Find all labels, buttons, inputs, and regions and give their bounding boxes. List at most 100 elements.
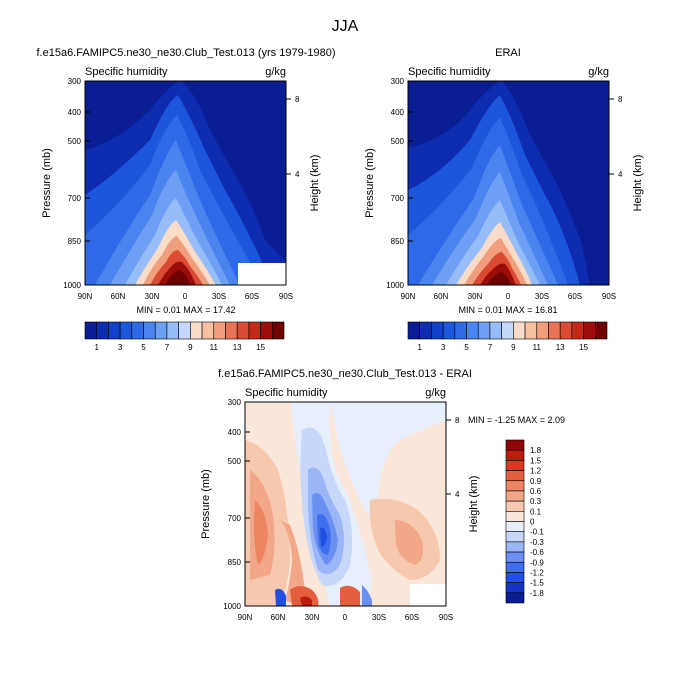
colorbar-label: 3 [118, 343, 123, 352]
colorbar-swatch [419, 321, 432, 340]
colorbar: 1 3 5 7 9 11 13 15 [84, 321, 285, 352]
colorbar-label: 1.2 [530, 467, 542, 476]
y-tick-label: 400 [391, 108, 405, 117]
colorbar-label: -0.1 [530, 528, 544, 537]
colorbar-swatch [501, 321, 514, 340]
x-tick-label: 60S [568, 292, 582, 301]
y-tick-label: 500 [68, 137, 82, 146]
colorbar-swatch [571, 321, 584, 340]
colorbar-swatch [505, 582, 525, 594]
colorbar-swatch [489, 321, 502, 340]
contour-level [300, 596, 312, 606]
colorbar-swatch [407, 321, 421, 340]
panel-title: f.e15a6.FAMIPC5.ne30_ne30.Club_Test.013 … [36, 47, 335, 59]
colorbar-label: 5 [464, 343, 469, 352]
height-tick-label: 4 [618, 170, 623, 179]
colorbar-label: 7 [165, 343, 170, 352]
colorbar-label: 1 [94, 343, 99, 352]
figure-title: JJA [332, 18, 359, 35]
colorbar-swatch [166, 321, 179, 340]
x-tick-label: 60N [434, 292, 449, 301]
colorbar-swatch [505, 439, 525, 451]
plot-frame [407, 80, 610, 286]
colorbar-swatch [477, 321, 491, 340]
colorbar-swatch [143, 321, 156, 340]
colorbar-swatch [466, 321, 479, 340]
colorbar-swatch [548, 321, 561, 340]
plot-frame [244, 401, 447, 607]
colorbar-swatch [505, 551, 525, 563]
contour-field [245, 402, 446, 606]
colorbar-label: -0.9 [530, 558, 544, 567]
colorbar-label: 0.3 [530, 497, 542, 506]
contour-level [275, 588, 286, 606]
colorbar-label: 15 [579, 343, 588, 352]
height-tick-label: 8 [295, 95, 300, 104]
colorbar-label: 0.6 [530, 487, 542, 496]
colorbar-swatch [154, 321, 168, 340]
colorbar-label: -1.8 [530, 589, 544, 598]
colorbar-swatch [442, 321, 456, 340]
colorbar-label: 9 [188, 343, 193, 352]
colorbar-label: 0 [530, 518, 535, 527]
x-tick-label: 60S [405, 613, 419, 622]
colorbar-label: -0.3 [530, 538, 544, 547]
missing-data-mask [410, 584, 446, 606]
missing-data-mask [238, 263, 286, 285]
variable-label: Specific humidity [85, 66, 168, 78]
y-tick-label: 300 [391, 77, 405, 86]
y-tick-label: 400 [228, 428, 242, 437]
colorbar-swatch [505, 592, 525, 604]
y-axis-title: Pressure (mb) [200, 469, 212, 539]
colorbar-swatch [119, 321, 133, 340]
colorbar-label: 0.1 [530, 507, 542, 516]
y-tick-label: 1000 [223, 602, 241, 611]
y-tick-label: 700 [68, 194, 82, 203]
colorbar-label: 9 [511, 343, 516, 352]
contour-level [362, 585, 372, 606]
units-label: g/kg [588, 66, 609, 78]
colorbar-swatch [505, 460, 525, 471]
y-tick-label: 850 [391, 237, 405, 246]
y-tick-label: 1000 [63, 281, 81, 290]
x-tick-label: 30N [145, 292, 160, 301]
colorbar-swatch [505, 541, 525, 553]
right-axis-ticks: 8 4 [446, 416, 460, 499]
contour-level [340, 585, 360, 606]
colorbar-swatch [524, 321, 538, 340]
x-axis-ticks: 90N 60N 30N 0 30S 60S 90S [238, 613, 453, 622]
colorbar-label: 1.8 [530, 446, 542, 455]
colorbar-swatch [236, 321, 250, 340]
colorbar-swatch [559, 321, 573, 340]
y-axis-title: Pressure (mb) [41, 148, 53, 218]
x-tick-label: 30S [212, 292, 226, 301]
right-axis-title: Height (km) [632, 155, 644, 212]
colorbar-swatch [505, 572, 525, 583]
x-axis-ticks: 90N 60N 30N 0 30S 60S 90S [78, 292, 293, 301]
contour-level [487, 272, 511, 285]
colorbar-swatch [505, 500, 525, 512]
colorbar-label: 0.9 [530, 477, 542, 486]
x-tick-label: 0 [183, 292, 188, 301]
colorbar-swatch [505, 470, 525, 482]
colorbar: 1.81.51.20.90.60.30.10-0.1-0.3-0.6-0.9-1… [505, 439, 544, 604]
colorbar-swatch [213, 321, 226, 340]
plot-frame [84, 80, 287, 286]
colorbar-swatch [431, 321, 444, 340]
y-axis-ticks: 300 400 500 700 850 1000 [223, 398, 250, 611]
y-tick-label: 850 [228, 558, 242, 567]
panel-difference: f.e15a6.FAMIPC5.ne30_ne30.Club_Test.013 … [200, 368, 565, 622]
colorbar: 1 3 5 7 9 11 13 15 [407, 321, 608, 352]
colorbar-swatch [505, 561, 525, 573]
colorbar-swatch [131, 321, 144, 340]
colorbar-label: 11 [533, 343, 542, 352]
colorbar-label: 3 [441, 343, 446, 352]
contour-field [408, 81, 609, 285]
colorbar-swatch [594, 321, 608, 340]
colorbar-swatch [536, 321, 549, 340]
height-tick-label: 4 [455, 490, 460, 499]
variable-label: Specific humidity [408, 66, 491, 78]
x-tick-label: 90S [602, 292, 616, 301]
colorbar-swatch [248, 321, 261, 340]
